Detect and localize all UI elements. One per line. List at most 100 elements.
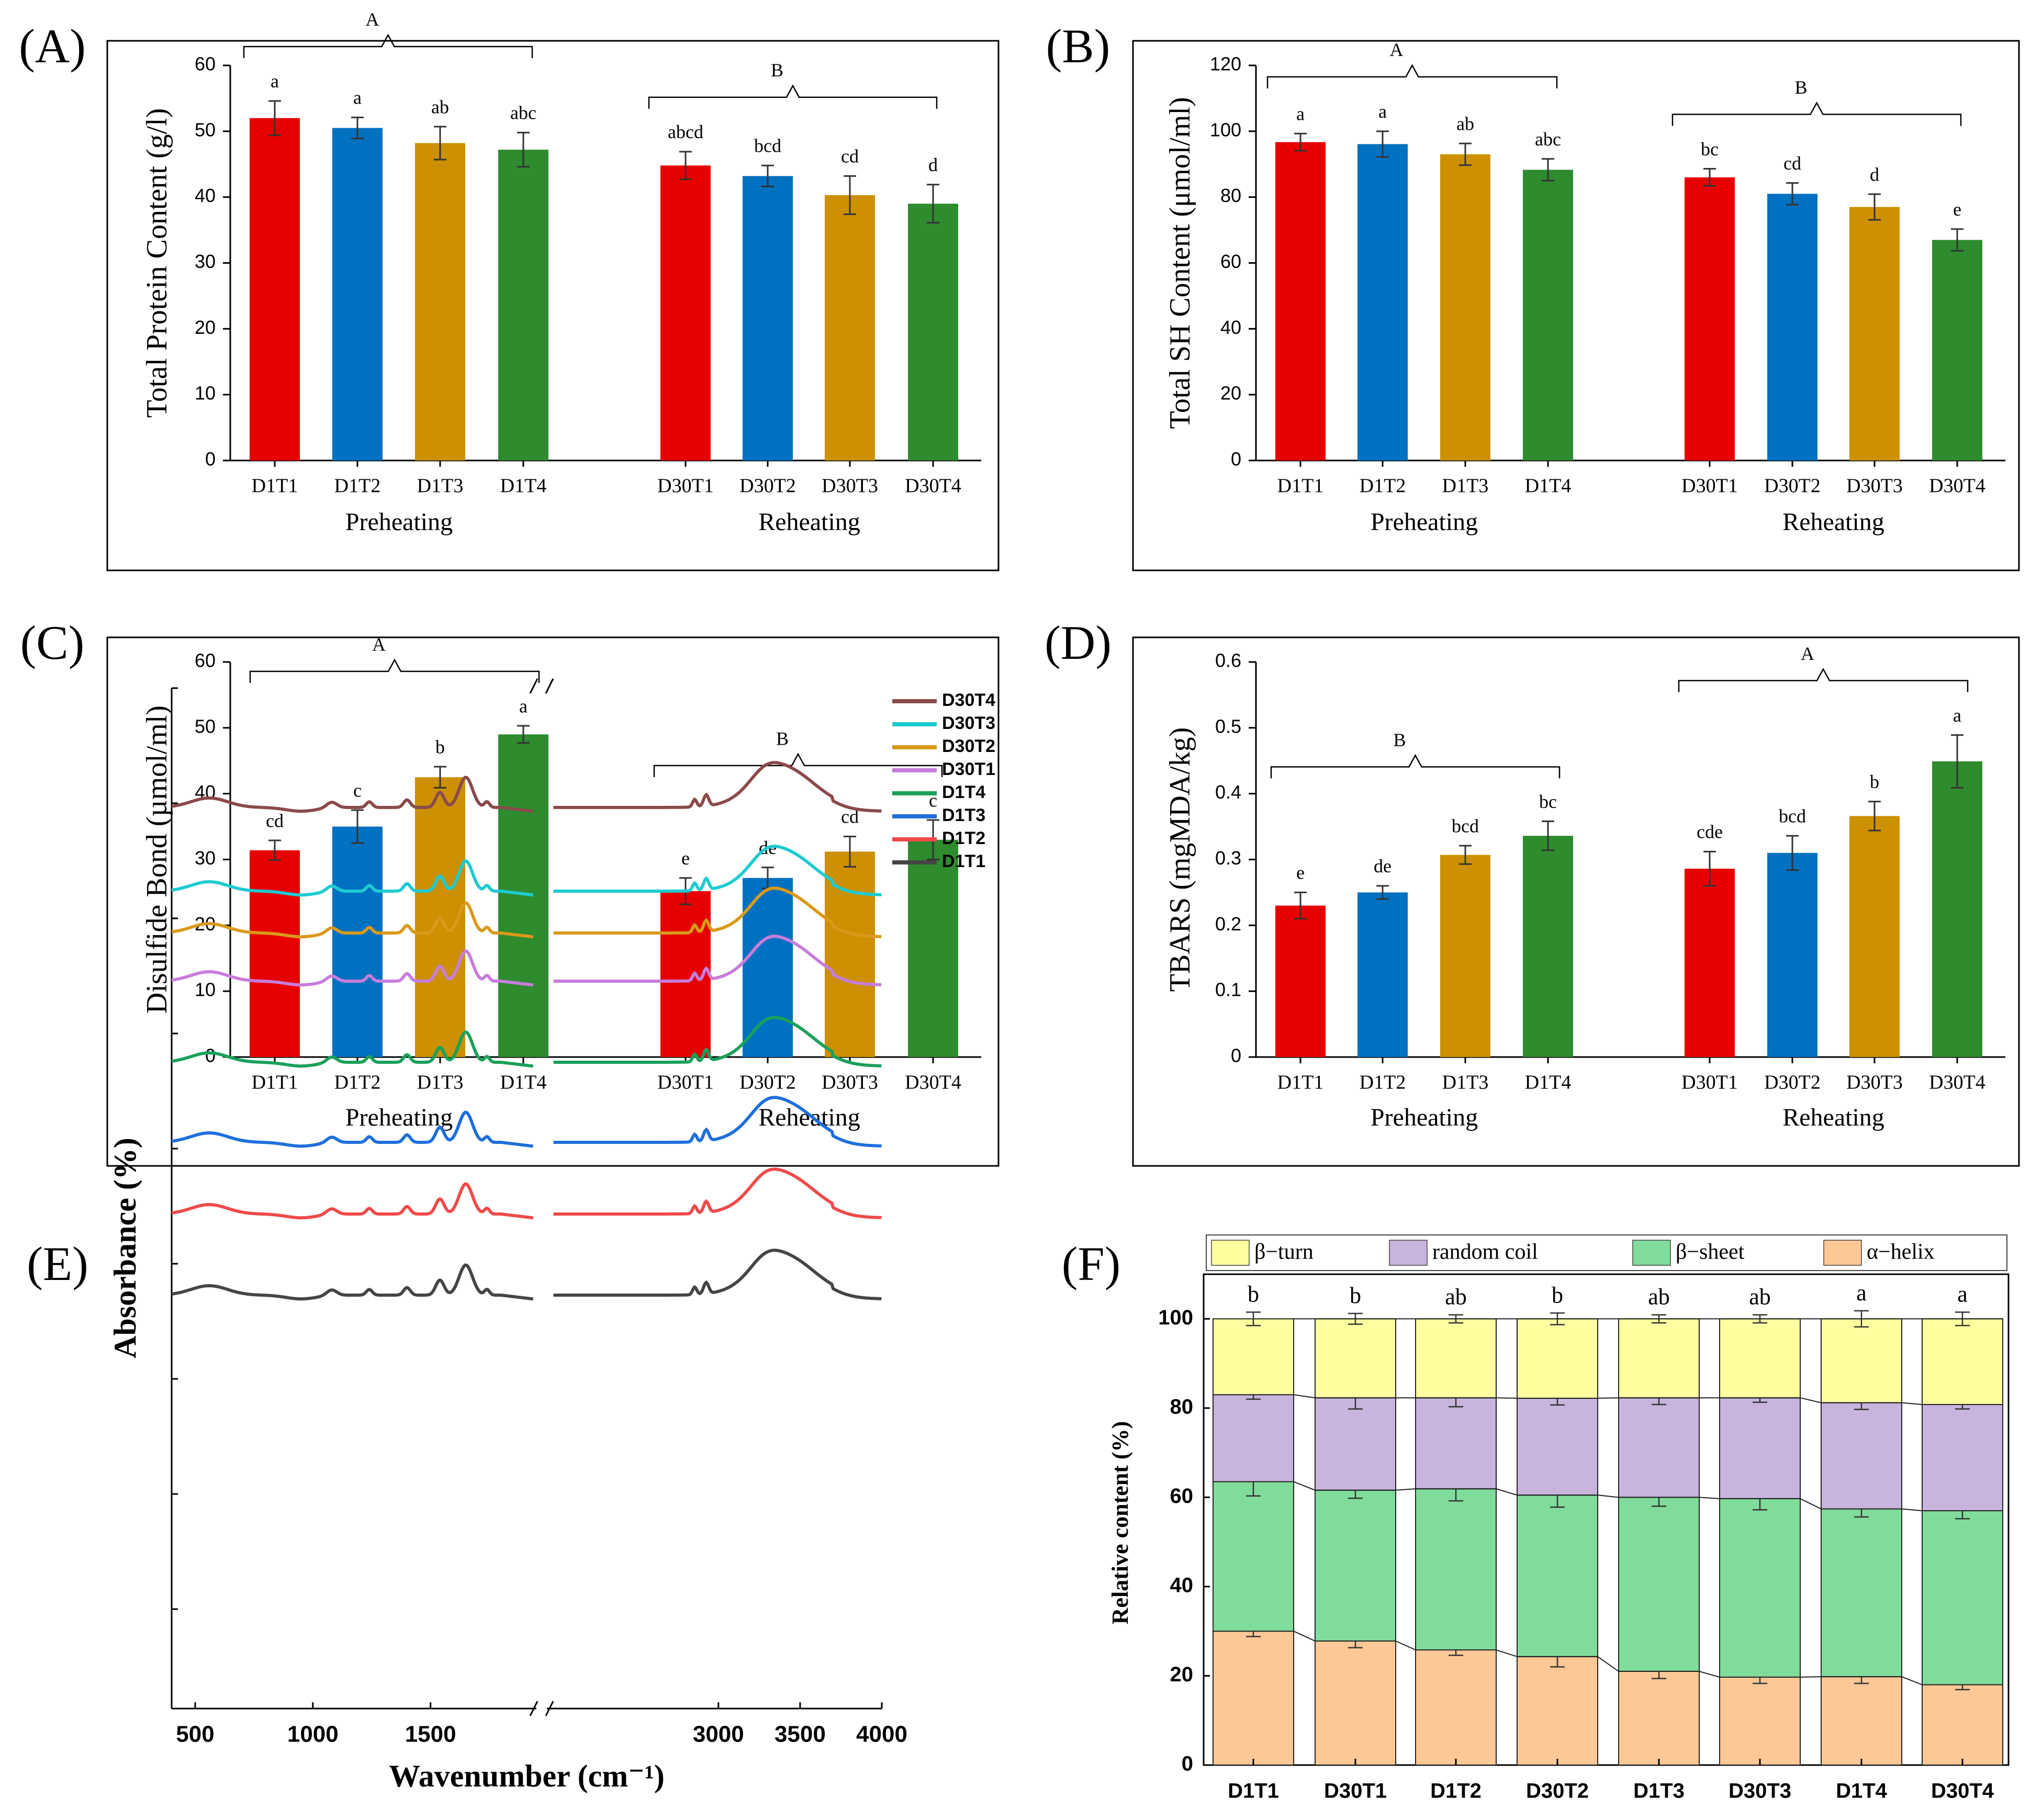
x-tick-label: D30T3	[822, 475, 878, 497]
x-tick-label: D1T3	[1442, 475, 1489, 497]
x-tick-label: 1000	[287, 1722, 339, 1747]
x-tick-label: D1T4	[500, 1072, 547, 1094]
group-bracket	[1270, 754, 1561, 779]
significance-letter: de	[1374, 856, 1392, 877]
panel-F: (F) 0 20 40 60 80 100 Relative content (%) β−tur…	[1062, 1234, 2010, 1803]
bar-D1T3	[1440, 154, 1490, 460]
y-tick-label: 0	[205, 448, 216, 470]
y-tick-label: 80	[1170, 1395, 1194, 1418]
x-tick-label: D30T3	[1846, 475, 1903, 497]
x-axis-label: Wavenumber (cm⁻¹)	[389, 1759, 665, 1793]
connector-random coil	[1293, 1394, 2003, 1405]
y-axis-label: Relative content (%)	[1107, 1421, 1133, 1625]
y-tick-label: 40	[1220, 317, 1241, 338]
bar-D30T1	[660, 165, 711, 460]
panel-frame	[1132, 40, 2020, 571]
legend-swatch	[1823, 1240, 1862, 1266]
bar-D1T1	[250, 118, 300, 460]
legend-label: α−helix	[1867, 1240, 1935, 1264]
y-axis-label: Total Protein Content (g/l)	[141, 108, 173, 418]
spectrum-D30T4-right	[553, 761, 882, 813]
y-tick-label: 0.5	[1215, 715, 1241, 737]
stack-β−turn-D1T4	[1821, 1318, 1902, 1403]
stack-random coil-D30T1	[1315, 1397, 1396, 1491]
spectrum-D30T2-right	[553, 886, 882, 938]
x-tick-label: D1T2	[334, 1072, 381, 1094]
legend-box	[1206, 1234, 2007, 1271]
x-tick-label: D30T4	[1929, 1072, 1985, 1094]
group-label: Preheating	[345, 1104, 453, 1131]
legend-label: random coil	[1432, 1240, 1538, 1264]
spectrum-D30T3-right	[553, 845, 882, 896]
legend-label-D30T3: D30T3	[942, 713, 995, 733]
group-letter: B	[1794, 77, 1807, 98]
significance-letter: bcd	[1779, 805, 1806, 826]
stack-α−helix-D30T4	[1922, 1684, 2003, 1766]
significance-letter: d	[1870, 164, 1879, 185]
y-tick-label: 60	[195, 53, 216, 75]
group-label: Preheating	[345, 508, 453, 536]
y-axis-label: Disulfide Bond (µmol/ml)	[141, 705, 173, 1014]
y-tick-label: 0	[205, 1045, 216, 1066]
y-tick-label: 0.4	[1215, 781, 1241, 803]
x-tick-label: D30T2	[1764, 1072, 1821, 1094]
significance-letter: a	[353, 87, 362, 108]
bar-D30T4	[908, 204, 958, 460]
x-tick-label: D1T2	[334, 475, 381, 497]
x-tick-label: D30T2	[1526, 1780, 1589, 1803]
x-tick-label: D30T1	[657, 475, 714, 497]
x-tick-label: D1T1	[252, 475, 298, 497]
x-tick-label: D1T1	[1228, 1780, 1279, 1803]
significance-letter: cd	[1783, 153, 1801, 174]
stack-β−turn-D30T1	[1315, 1318, 1396, 1399]
significance-letter: e	[1953, 199, 1961, 220]
panel-D: (D) 0 0.1 0.2 0.3 0.4 0.5 0.6 TBARS (mgMDA/kg) e D…	[1045, 616, 2020, 1167]
x-tick-label: D1T3	[1442, 1072, 1489, 1094]
group-bracket	[249, 658, 540, 683]
spectrum-D30T3-left	[171, 859, 534, 897]
group-label: Reheating	[1782, 508, 1884, 536]
bar-D30T3	[825, 195, 875, 460]
y-tick-label: 100	[1210, 119, 1241, 140]
group-bracket	[243, 33, 533, 58]
group-letter: B	[771, 60, 783, 81]
significance-letter: ab	[1445, 1284, 1467, 1310]
stack-α−helix-D30T1	[1315, 1640, 1396, 1766]
group-letter: A	[1390, 39, 1404, 60]
stack-α−helix-D30T2	[1517, 1656, 1598, 1766]
panel-label: (C)	[20, 616, 85, 669]
axis-break-mark	[545, 1701, 554, 1716]
y-tick-label: 60	[195, 650, 216, 671]
stack-β−sheet-D1T4	[1821, 1508, 1902, 1678]
significance-letter: b	[1870, 771, 1879, 792]
stack-random coil-D1T3	[1618, 1397, 1700, 1498]
stack-random coil-D30T4	[1922, 1403, 2003, 1511]
group-bracket	[648, 84, 938, 109]
stack-β−sheet-D1T2	[1415, 1488, 1497, 1650]
stack-α−helix-D1T3	[1618, 1670, 1700, 1766]
legend-swatch	[1389, 1240, 1428, 1266]
spectrum-D1T3-left	[171, 1110, 534, 1148]
spectrum-D1T2-right	[553, 1167, 882, 1219]
bar-D30T2	[743, 878, 793, 1057]
stack-β−turn-D1T1	[1213, 1318, 1294, 1396]
stack-β−sheet-D30T4	[1922, 1510, 2003, 1686]
spectrum-D1T2-left	[171, 1182, 534, 1220]
significance-letter: b	[1552, 1282, 1563, 1308]
significance-letter: bc	[1539, 791, 1557, 812]
bar-D1T3	[415, 143, 465, 460]
stack-β−sheet-D30T1	[1315, 1489, 1396, 1642]
bar-D30T1	[1685, 869, 1735, 1057]
y-tick-label: 0	[1182, 1752, 1193, 1776]
spectrum-D30T2-left	[171, 901, 534, 939]
connector-α−helix	[1293, 1631, 2003, 1686]
bar-D1T2	[1357, 144, 1408, 460]
stack-random coil-D1T4	[1821, 1402, 1902, 1510]
x-tick-label: 1500	[405, 1722, 456, 1747]
x-tick-label: D1T4	[1836, 1780, 1888, 1803]
y-tick-label: 120	[1210, 53, 1241, 75]
x-tick-label: D30T4	[905, 1072, 961, 1094]
bar-D30T4	[1932, 761, 1982, 1057]
